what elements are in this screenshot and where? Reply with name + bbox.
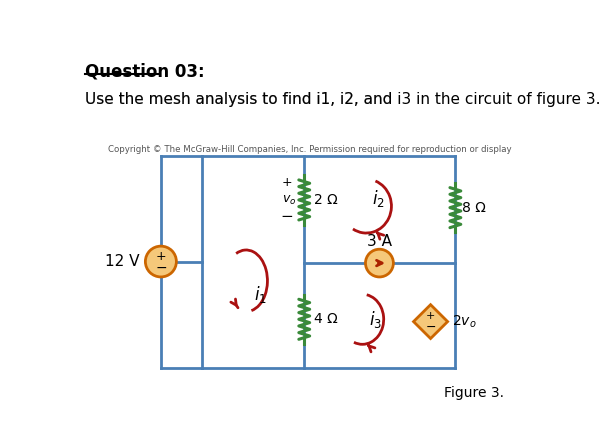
- Text: Use the mesh analysis to find i1, i2, and i3 in the circuit of figure 3.: Use the mesh analysis to find i1, i2, an…: [85, 92, 600, 107]
- Circle shape: [145, 246, 177, 277]
- Text: −: −: [155, 261, 167, 275]
- Text: $i_3$: $i_3$: [368, 309, 382, 330]
- Text: $i_1$: $i_1$: [254, 284, 267, 305]
- Text: Copyright © The McGraw-Hill Companies, Inc. Permission required for reproduction: Copyright © The McGraw-Hill Companies, I…: [108, 144, 511, 153]
- Text: 12 V: 12 V: [105, 254, 139, 269]
- Text: −: −: [425, 321, 436, 334]
- Text: +: +: [155, 250, 166, 263]
- Text: $v_o$: $v_o$: [281, 194, 296, 207]
- Text: Question 03:: Question 03:: [85, 63, 204, 81]
- Text: +: +: [426, 311, 435, 321]
- Text: 3 A: 3 A: [367, 234, 392, 249]
- Text: Use the mesh analysis to find i1, i2, and i3: Use the mesh analysis to find i1, i2, an…: [85, 92, 411, 107]
- Text: +: +: [282, 177, 292, 190]
- Text: 2 Ω: 2 Ω: [313, 193, 338, 207]
- Text: 4 Ω: 4 Ω: [313, 312, 338, 326]
- Text: $i_2$: $i_2$: [373, 188, 385, 209]
- Text: 8 Ω: 8 Ω: [462, 201, 485, 215]
- Circle shape: [365, 249, 393, 277]
- Text: Use the mesh analysis to find i1, i2, and: Use the mesh analysis to find i1, i2, an…: [85, 92, 397, 107]
- Text: Figure 3.: Figure 3.: [444, 386, 504, 400]
- Text: −: −: [281, 209, 293, 224]
- Text: $2v_o$: $2v_o$: [453, 313, 477, 330]
- Polygon shape: [414, 305, 448, 338]
